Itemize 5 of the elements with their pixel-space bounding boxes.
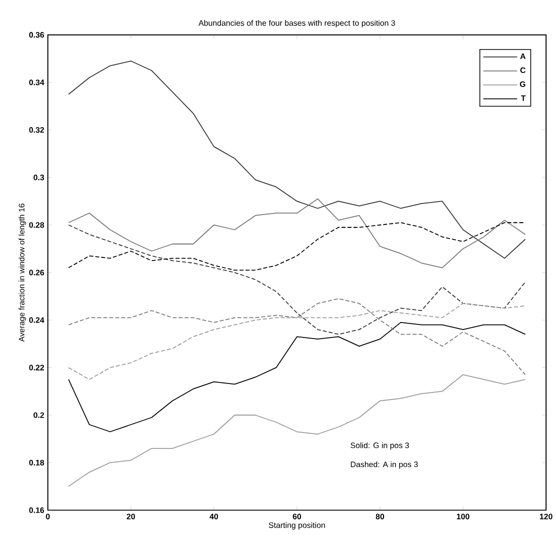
line-series xyxy=(68,60,526,259)
line-series xyxy=(68,374,526,487)
line-series xyxy=(68,198,526,268)
line-series xyxy=(68,222,526,271)
line-series xyxy=(68,322,526,432)
